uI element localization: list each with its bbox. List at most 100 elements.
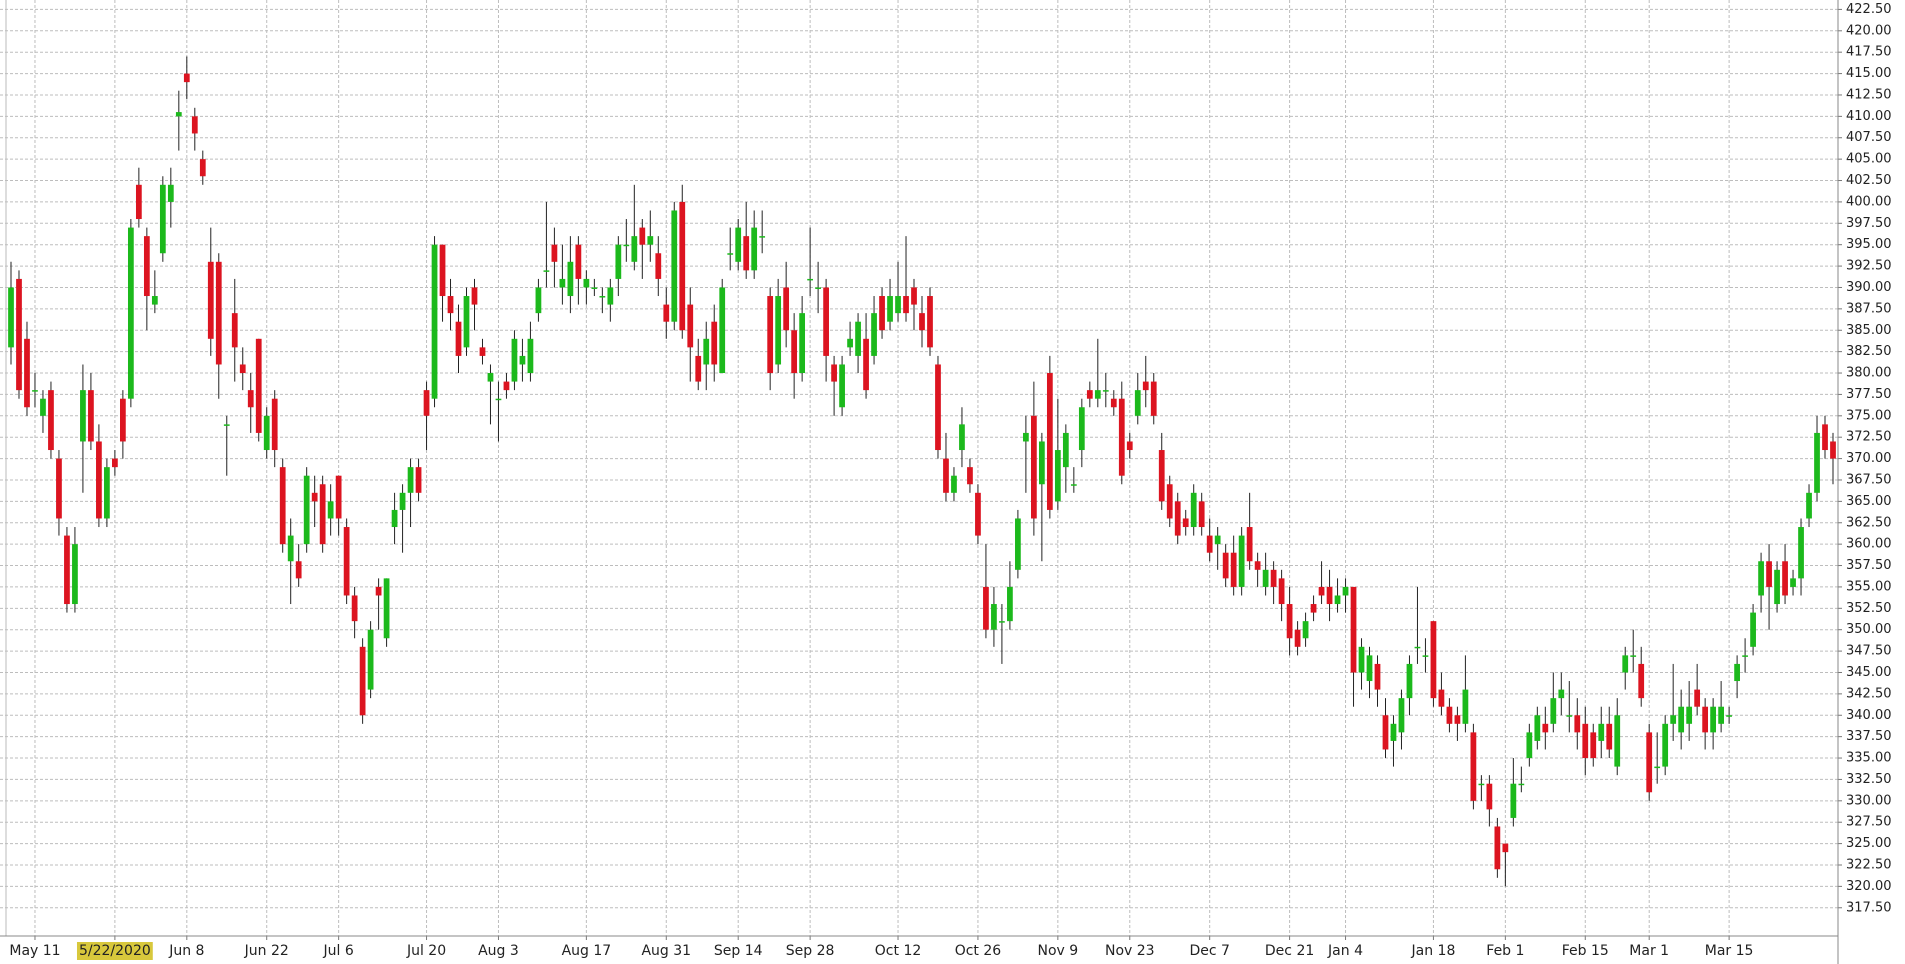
- y-tick-label: 357.50: [1846, 558, 1892, 573]
- candle-body: [447, 296, 454, 314]
- y-tick-label: 332.50: [1846, 772, 1892, 787]
- candle-body: [215, 261, 222, 365]
- candle-body: [895, 296, 901, 314]
- candle-body: [343, 527, 350, 596]
- y-tick-label: 390.00: [1846, 280, 1892, 295]
- candle-body: [1031, 415, 1037, 519]
- candle-body: [1662, 723, 1669, 767]
- candle-body: [1182, 518, 1189, 528]
- candle-body: [1166, 484, 1173, 519]
- candle-body: [991, 604, 997, 630]
- candle-body: [791, 330, 798, 374]
- y-tick-label: 317.50: [1846, 900, 1892, 915]
- candle-body: [1806, 492, 1812, 519]
- candle-body: [711, 321, 718, 365]
- candle-body: [503, 381, 510, 391]
- candle-body: [599, 296, 606, 298]
- candle-body: [1526, 732, 1533, 759]
- candle-body: [607, 287, 614, 305]
- candle-body: [767, 296, 774, 374]
- candle-body: [775, 296, 782, 365]
- candle-body: [1038, 441, 1045, 485]
- candle-body: [48, 390, 54, 451]
- candle-body: [1390, 723, 1397, 741]
- y-tick-label: 342.50: [1846, 686, 1892, 701]
- candle-body: [32, 390, 38, 392]
- candle-body: [1790, 578, 1796, 587]
- candle-body: [431, 244, 438, 399]
- candle-body: [1502, 843, 1509, 853]
- candle-body: [1414, 646, 1421, 649]
- candle-body: [655, 253, 662, 279]
- candle-body: [239, 364, 246, 374]
- candle-body: [799, 313, 806, 374]
- candle-body: [367, 629, 374, 690]
- candle-body: [199, 159, 206, 177]
- y-tick-label: 380.00: [1846, 366, 1892, 381]
- candle-body: [159, 184, 166, 254]
- candle-body: [807, 278, 813, 281]
- x-tick-label: Aug 3: [478, 943, 519, 959]
- y-tick-label: 410.00: [1846, 109, 1892, 124]
- x-tick-label: Jul 20: [406, 943, 446, 959]
- candle-body: [64, 535, 70, 605]
- candle-body: [1334, 595, 1341, 605]
- x-tick-label: Nov 9: [1038, 943, 1079, 959]
- candle-body: [335, 475, 342, 519]
- candle-body: [1446, 706, 1453, 724]
- x-tick-label: Oct 12: [875, 943, 921, 959]
- candle-body: [1350, 586, 1357, 673]
- candle-body: [80, 390, 86, 442]
- candle-body: [1814, 432, 1820, 493]
- y-tick-label: 417.50: [1846, 45, 1892, 60]
- candle-body: [1118, 398, 1125, 476]
- candle-body: [943, 458, 949, 493]
- candle-body: [1238, 535, 1245, 587]
- y-tick-label: 322.50: [1846, 857, 1892, 872]
- candle-body: [1582, 723, 1589, 759]
- candle-body: [855, 321, 861, 356]
- candle-body: [455, 321, 462, 356]
- candle-body: [423, 390, 430, 416]
- candle-body: [407, 467, 414, 493]
- candle-body: [351, 595, 358, 622]
- x-tick-label: Sep 28: [786, 943, 835, 959]
- candle-body: [863, 338, 869, 391]
- candle-body: [1622, 655, 1629, 673]
- candle-body: [1318, 586, 1325, 596]
- y-tick-label: 402.50: [1846, 173, 1892, 188]
- candle-body: [151, 296, 158, 305]
- candle-body: [1558, 689, 1565, 699]
- candle-body: [983, 586, 989, 630]
- x-tick-label: Jun 22: [244, 943, 289, 959]
- y-tick-label: 325.00: [1846, 836, 1892, 851]
- candle-body: [1150, 381, 1157, 416]
- candle-body: [1438, 689, 1445, 707]
- candle-body: [1430, 621, 1437, 699]
- candle-body: [383, 578, 390, 639]
- candle-body: [663, 304, 670, 322]
- candle-body: [1015, 518, 1021, 570]
- candle-body: [1398, 698, 1405, 733]
- candle-body: [143, 236, 150, 297]
- candle-body: [999, 621, 1005, 623]
- x-tick-label: Dec 7: [1189, 943, 1229, 959]
- x-tick-label: Aug 17: [562, 943, 612, 959]
- candle-body: [671, 210, 678, 322]
- y-tick-label: 415.00: [1846, 66, 1892, 81]
- candle-body: [72, 544, 78, 605]
- y-tick-label: 377.50: [1846, 387, 1892, 402]
- y-tick-label: 405.00: [1846, 152, 1892, 167]
- candle-body: [1126, 441, 1133, 451]
- candle-body: [1782, 561, 1788, 596]
- candle-body: [1406, 663, 1413, 699]
- candle-body: [887, 296, 893, 322]
- y-tick-label: 370.00: [1846, 451, 1892, 466]
- candle-body: [759, 236, 766, 238]
- candle-body: [1510, 783, 1517, 818]
- candle-body: [559, 278, 566, 288]
- y-tick-label: 345.00: [1846, 665, 1892, 680]
- candle-body: [935, 364, 941, 451]
- candle-body: [543, 270, 550, 272]
- candle-body: [1470, 732, 1477, 801]
